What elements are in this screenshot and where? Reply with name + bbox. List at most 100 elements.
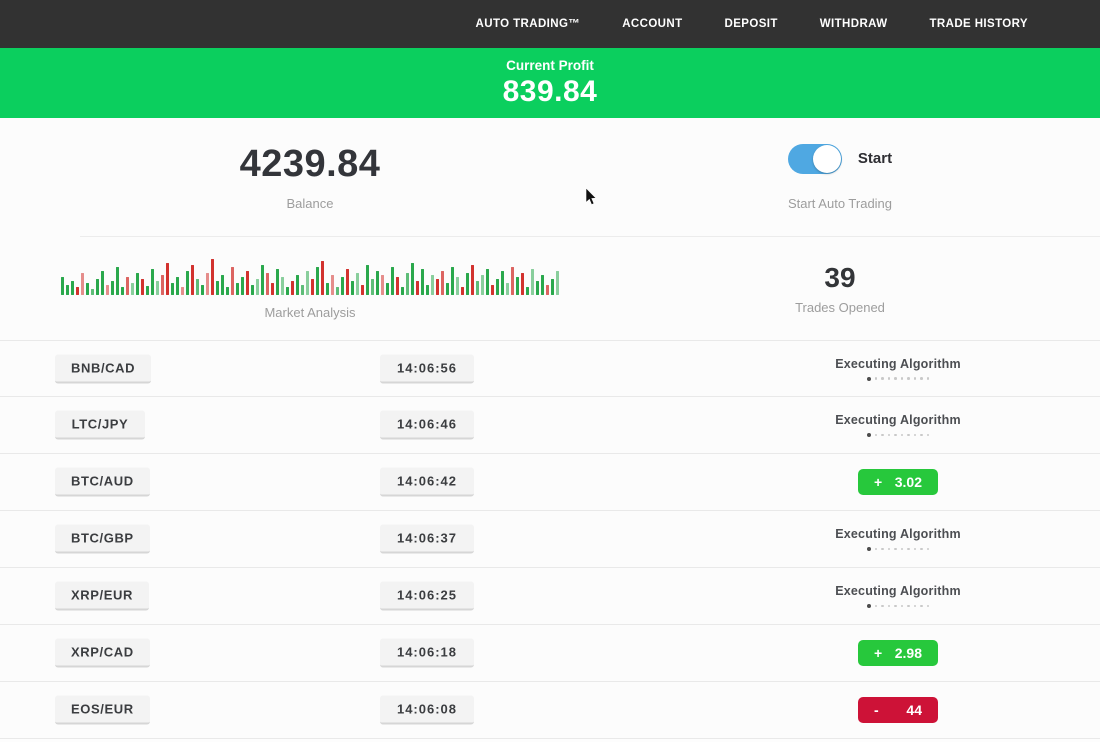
trade-time: 14:06:46	[380, 410, 474, 440]
candle-bar	[441, 271, 444, 295]
candle-bar	[486, 269, 489, 295]
nav-item-deposit[interactable]: DEPOSIT	[724, 18, 778, 30]
trades-table: BNB/CAD 14:06:56 Executing Algorithm LTC…	[0, 340, 1100, 739]
candle-bar	[436, 279, 439, 295]
section-divider	[80, 236, 1100, 237]
candle-bar	[351, 281, 354, 295]
candle-bar	[126, 277, 129, 295]
top-navbar: AUTO TRADING™ ACCOUNT DEPOSIT WITHDRAW T…	[0, 0, 1100, 48]
table-row: XRP/CAD 14:06:18 + 2.98	[0, 625, 1100, 682]
candle-bar	[346, 269, 349, 295]
progress-dot	[907, 377, 910, 380]
candle-bar	[251, 285, 254, 295]
candle-bar	[531, 269, 534, 295]
candle-bar	[111, 281, 114, 295]
pair-badge: BNB/CAD	[55, 354, 152, 383]
candle-bar	[526, 287, 529, 295]
progress-dot	[881, 547, 884, 551]
progress-dot	[881, 604, 884, 608]
progress-dot	[926, 604, 930, 608]
candle-bar	[466, 273, 469, 295]
auto-trading-toggle[interactable]	[787, 143, 842, 174]
candle-bar	[91, 289, 94, 295]
result-badge: - 44	[858, 697, 938, 723]
candle-bar	[226, 287, 229, 295]
nav-item-auto-trading[interactable]: AUTO TRADING™	[475, 18, 581, 30]
candle-bar	[316, 267, 319, 295]
candle-bar	[161, 275, 164, 295]
candle-bar	[121, 287, 124, 295]
candle-bar	[411, 263, 414, 295]
candle-bar	[71, 281, 74, 295]
candle-bar	[431, 275, 434, 295]
candle-bar	[426, 285, 429, 295]
trade-time: 14:06:18	[380, 638, 474, 668]
pair-badge: BTC/GBP	[55, 524, 150, 554]
candle-bar	[391, 267, 394, 295]
progress-dot	[920, 377, 923, 380]
trade-time: 14:06:37	[380, 524, 474, 554]
progress-dot	[874, 377, 878, 380]
progress-dot	[887, 433, 891, 437]
progress-dot	[926, 547, 930, 551]
candle-bar	[481, 275, 484, 295]
progress-dots	[866, 433, 930, 437]
candle-bar	[461, 287, 464, 295]
progress-dot	[866, 547, 871, 551]
table-row: BTC/AUD 14:06:42 + 3.02	[0, 454, 1100, 511]
candle-bar	[306, 271, 309, 295]
pair-badge: XRP/CAD	[55, 638, 150, 668]
auto-trading-label: Start Auto Trading	[787, 195, 893, 211]
candle-bar	[201, 285, 204, 295]
candle-bar	[261, 265, 264, 295]
nav-item-trade-history[interactable]: TRADE HISTORY	[929, 18, 1028, 30]
candle-bar	[286, 287, 289, 295]
progress-dot	[874, 547, 878, 551]
balance-block: 4239.84 Balance	[40, 143, 580, 211]
progress-dot	[866, 376, 871, 381]
candle-bar	[446, 283, 449, 295]
candle-bar	[221, 275, 224, 295]
status-label: Executing Algorithm	[835, 356, 961, 371]
candle-bar	[291, 281, 294, 295]
status-executing: Executing Algorithm	[835, 584, 961, 608]
pair-badge: EOS/EUR	[55, 695, 150, 725]
candle-bar	[81, 273, 84, 295]
candle-bar	[371, 279, 374, 295]
candle-bar	[356, 273, 359, 295]
candle-bar	[241, 277, 244, 295]
candle-bar	[551, 279, 554, 295]
current-profit-banner: Current Profit 839.84	[0, 48, 1100, 118]
trades-opened-value: 39	[824, 262, 856, 293]
progress-dot	[900, 433, 904, 437]
summary-section: 4239.84 Balance Start Start Auto Trading…	[0, 118, 1100, 340]
progress-dot	[900, 604, 904, 608]
candle-bar	[256, 279, 259, 295]
nav-item-account[interactable]: ACCOUNT	[622, 18, 683, 30]
table-row: LTC/JPY 14:06:46 Executing Algorithm	[0, 397, 1100, 454]
candle-bar	[61, 277, 64, 295]
candle-bar	[326, 283, 329, 295]
nav-item-withdraw[interactable]: WITHDRAW	[819, 18, 888, 30]
toggle-label: Start	[857, 150, 893, 167]
progress-dot	[874, 604, 878, 608]
progress-dot	[907, 547, 910, 551]
candle-bar	[451, 267, 454, 295]
candle-bar	[341, 277, 344, 295]
table-row: BTC/GBP 14:06:37 Executing Algorithm	[0, 511, 1100, 568]
result-value: 3.02	[894, 474, 922, 490]
table-row: EOS/EUR 14:06:08 - 44	[0, 682, 1100, 739]
progress-dot	[894, 433, 897, 437]
pair-badge: BTC/AUD	[55, 467, 150, 497]
candle-bar	[236, 283, 239, 295]
result-value: 44	[906, 702, 922, 718]
progress-dot	[913, 377, 917, 380]
current-profit-label: Current Profit	[506, 57, 594, 73]
result-value: 2.98	[894, 645, 922, 661]
progress-dot	[920, 433, 923, 437]
progress-dot	[881, 377, 884, 380]
market-analysis-block: Market Analysis	[40, 257, 580, 320]
progress-dot	[920, 604, 923, 608]
status-label: Executing Algorithm	[835, 413, 961, 427]
candle-bar	[146, 286, 149, 295]
